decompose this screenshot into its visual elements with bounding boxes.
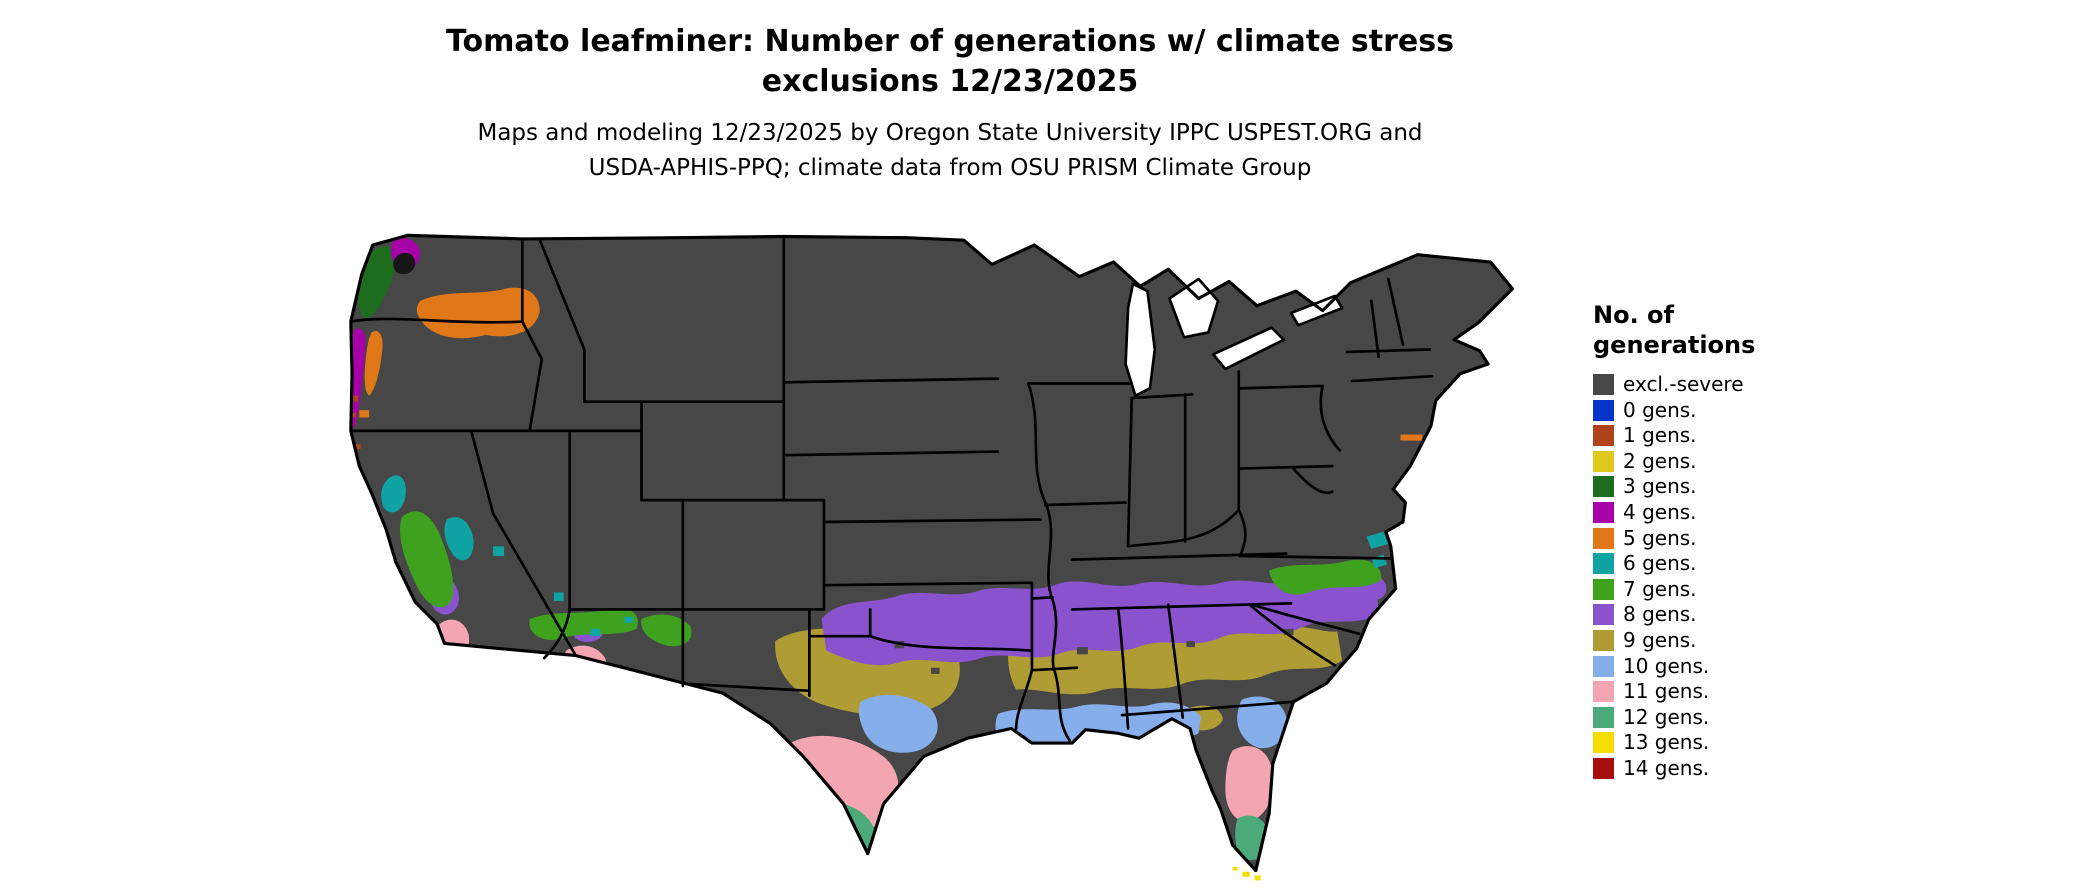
legend-title: No. of generations: [1593, 300, 1833, 360]
legend-swatch-10-gens: [1593, 655, 1614, 677]
legend-label-9-gens: 9 gens.: [1623, 627, 1697, 652]
region-dark-patch: [393, 252, 416, 275]
legend-swatch-6-gens: [1593, 553, 1614, 575]
legend-label-2-gens: 2 gens.: [1623, 448, 1697, 473]
legend-label-14-gens: 14 gens.: [1623, 755, 1710, 780]
legend-item-7-gens: 7 gens.: [1593, 576, 1833, 601]
legend-swatch-4-gens: [1593, 501, 1614, 523]
title-line-2: exclusions 12/23/2025: [761, 64, 1139, 99]
region-1-gens: [350, 395, 361, 450]
legend-label-12-gens: 12 gens.: [1623, 704, 1710, 729]
legend-swatch-14-gens: [1593, 757, 1614, 779]
legend-swatch-excl-severe: [1593, 374, 1614, 395]
legend-item-2-gens: 2 gens.: [1593, 448, 1833, 473]
page-title: Tomato leafminer: Number of generations …: [0, 22, 1900, 102]
legend-item-5-gens: 5 gens.: [1593, 525, 1833, 550]
legend-swatch-3-gens: [1593, 476, 1614, 498]
legend-label-1-gens: 1 gens.: [1623, 423, 1697, 448]
legend-title-line-1: No. of: [1593, 301, 1674, 329]
legend-swatch-1-gens: [1593, 425, 1614, 447]
subtitle-line-1: Maps and modeling 12/23/2025 by Oregon S…: [477, 120, 1423, 146]
legend-swatch-13-gens: [1593, 732, 1614, 754]
legend-item-4-gens: 4 gens.: [1593, 499, 1833, 524]
legend-swatch-7-gens: [1593, 578, 1614, 600]
state-borders-west: [349, 235, 826, 698]
legend-item-9-gens: 9 gens.: [1593, 627, 1833, 652]
legend-label-0-gens: 0 gens.: [1623, 397, 1697, 422]
legend-item-10-gens: 10 gens.: [1593, 653, 1833, 678]
legend-label-7-gens: 7 gens.: [1623, 576, 1697, 601]
lake-michigan: [1124, 282, 1157, 397]
legend-item-0-gens: 0 gens.: [1593, 397, 1833, 422]
legend-item-12-gens: 12 gens.: [1593, 704, 1833, 729]
legend-item-1-gens: 1 gens.: [1593, 423, 1833, 448]
legend-label-3-gens: 3 gens.: [1623, 474, 1697, 499]
us-map-svg: [349, 233, 1514, 881]
legend-swatch-2-gens: [1593, 450, 1614, 472]
title-line-1: Tomato leafminer: Number of generations …: [446, 24, 1454, 59]
legend-item-8-gens: 8 gens.: [1593, 602, 1833, 627]
legend-label-8-gens: 8 gens.: [1623, 602, 1697, 627]
state-borders-plains: [782, 377, 1134, 730]
legend-swatch-9-gens: [1593, 629, 1614, 651]
legend-item-14-gens: 14 gens.: [1593, 755, 1833, 780]
region-5-gens: [359, 287, 1423, 441]
us-generations-map: [335, 228, 1527, 884]
legend-label-11-gens: 11 gens.: [1623, 679, 1710, 704]
title-block: Tomato leafminer: Number of generations …: [0, 22, 1900, 186]
page-subtitle: Maps and modeling 12/23/2025 by Oregon S…: [0, 116, 1900, 186]
legend-items: excl.-severe 0 gens. 1 gens. 2 gens. 3 g…: [1593, 374, 1833, 779]
state-borders-east: [1070, 277, 1434, 730]
generation-regions: [350, 238, 1423, 861]
lake-erie: [1211, 326, 1286, 371]
legend-swatch-5-gens: [1593, 527, 1614, 549]
legend-item-6-gens: 6 gens.: [1593, 551, 1833, 576]
legend-label-6-gens: 6 gens.: [1623, 551, 1697, 576]
legend-swatch-12-gens: [1593, 706, 1614, 728]
region-3-gens: [357, 246, 396, 319]
legend-title-line-2: generations: [1593, 331, 1756, 359]
legend-item-3-gens: 3 gens.: [1593, 474, 1833, 499]
legend-label-5-gens: 5 gens.: [1623, 525, 1697, 550]
legend-swatch-0-gens: [1593, 399, 1614, 421]
legend-label-4-gens: 4 gens.: [1623, 499, 1697, 524]
region-7-gens: [400, 511, 1382, 724]
legend-swatch-11-gens: [1593, 681, 1614, 703]
state-borders: [349, 235, 1434, 742]
region-13-gens: [1232, 866, 1261, 881]
legend-swatch-8-gens: [1593, 604, 1614, 626]
legend-item-11-gens: 11 gens.: [1593, 679, 1833, 704]
legend-label-13-gens: 13 gens.: [1623, 730, 1710, 755]
legend-item-excl-severe: excl.-severe: [1593, 374, 1833, 395]
legend-item-13-gens: 13 gens.: [1593, 730, 1833, 755]
state-borders-mississippi: [1026, 382, 1071, 742]
region-6-gens: [381, 475, 1389, 637]
legend: No. of generations excl.-severe 0 gens. …: [1593, 300, 1833, 784]
legend-label-10-gens: 10 gens.: [1623, 653, 1710, 678]
subtitle-line-2: USDA-APHIS-PPQ; climate data from OSU PR…: [588, 155, 1312, 181]
legend-label-excl-severe: excl.-severe: [1623, 372, 1744, 396]
